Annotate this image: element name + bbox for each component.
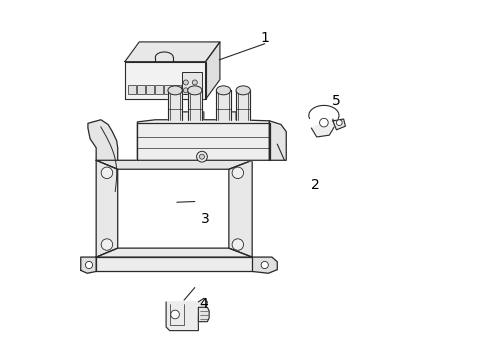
Polygon shape [96,160,252,169]
Text: 4: 4 [199,297,208,311]
Text: 5: 5 [332,94,341,108]
Ellipse shape [236,86,250,95]
Polygon shape [125,42,220,62]
Polygon shape [252,257,277,273]
Text: 1: 1 [260,31,269,45]
Circle shape [232,239,244,250]
Polygon shape [168,90,182,120]
Ellipse shape [216,86,231,95]
Circle shape [85,261,93,269]
Bar [164,85,172,94]
Bar [128,85,136,94]
Circle shape [192,80,197,85]
Polygon shape [81,257,96,273]
Polygon shape [96,248,252,257]
Polygon shape [216,90,231,120]
Bar [147,85,154,94]
Ellipse shape [188,86,202,95]
Circle shape [261,261,269,269]
Bar [137,85,146,94]
Polygon shape [229,160,252,257]
Circle shape [183,80,188,85]
Bar [182,72,202,94]
Circle shape [171,310,179,319]
Circle shape [183,88,188,93]
Polygon shape [311,119,335,137]
Text: 3: 3 [201,212,210,226]
Circle shape [101,167,113,179]
Ellipse shape [168,86,182,95]
Polygon shape [137,112,270,160]
Circle shape [199,154,204,159]
Circle shape [196,151,207,162]
Bar [173,85,181,94]
Bar [182,85,190,94]
Circle shape [319,118,328,127]
Polygon shape [236,90,250,120]
Polygon shape [270,121,286,160]
Circle shape [192,88,197,93]
Polygon shape [125,62,205,99]
Polygon shape [166,298,207,330]
Polygon shape [96,257,252,271]
Polygon shape [188,90,202,120]
Polygon shape [205,42,220,99]
Polygon shape [198,307,209,321]
Circle shape [101,239,113,250]
Polygon shape [137,123,270,160]
Text: 2: 2 [311,178,319,192]
Polygon shape [333,119,345,130]
Circle shape [232,167,244,179]
Bar [155,85,163,94]
Polygon shape [96,160,118,257]
Polygon shape [88,120,118,160]
Circle shape [337,120,342,126]
